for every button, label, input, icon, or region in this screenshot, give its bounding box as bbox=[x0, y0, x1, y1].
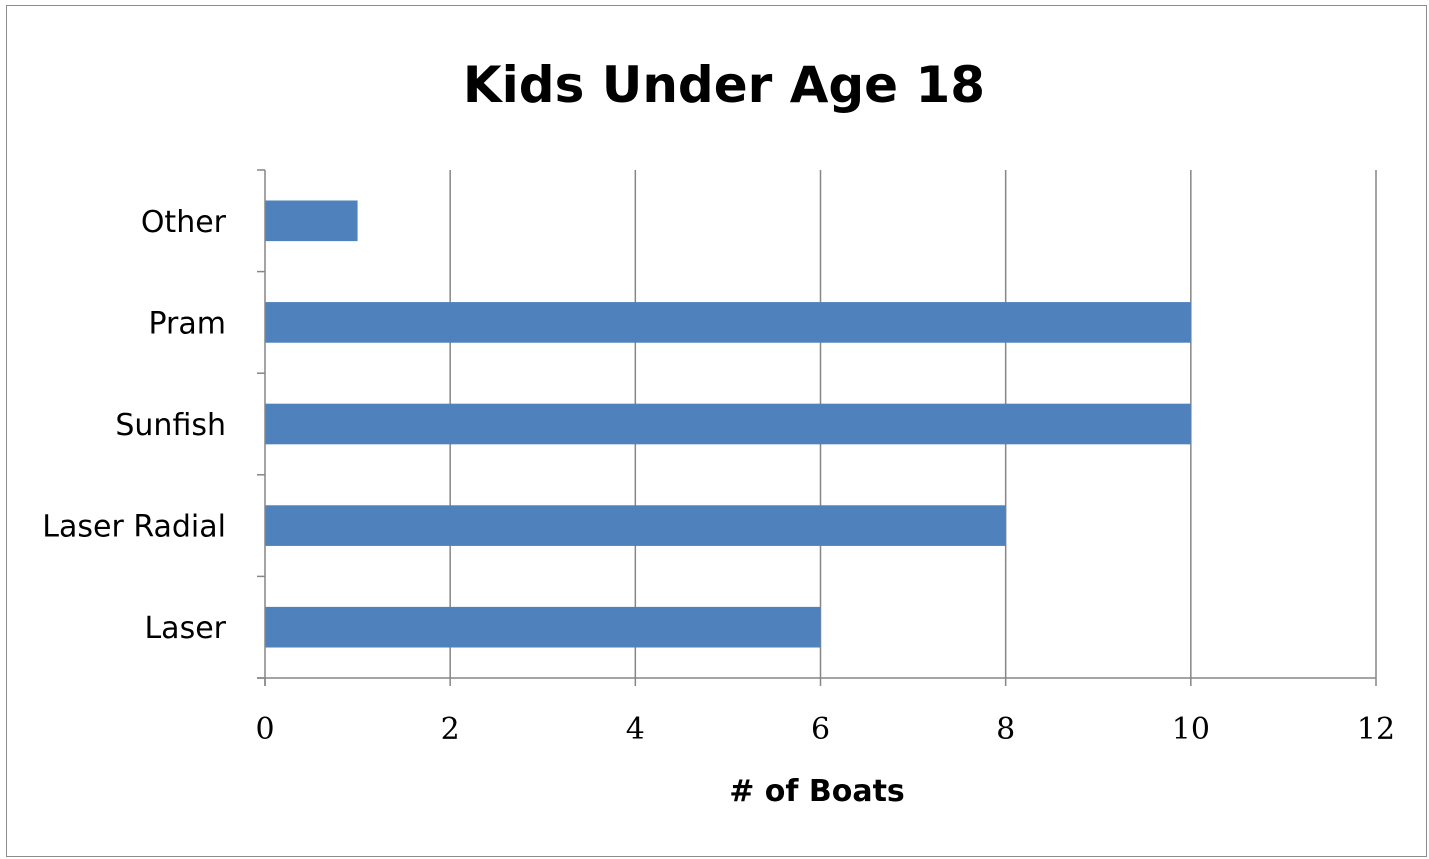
category-label: Laser Radial bbox=[42, 510, 226, 545]
gridlines bbox=[449, 170, 1377, 678]
x-tick-label: 2 bbox=[441, 712, 460, 747]
bars bbox=[265, 200, 1191, 648]
x-tick-label: 4 bbox=[626, 712, 645, 747]
axes bbox=[257, 169, 1377, 686]
category-label: Pram bbox=[148, 306, 226, 341]
bar-laser-radial bbox=[265, 505, 1006, 546]
bar-sunfish bbox=[265, 403, 1191, 445]
x-tick-label: 12 bbox=[1357, 712, 1395, 747]
bar-other bbox=[265, 200, 358, 242]
x-tick-label: 8 bbox=[996, 712, 1015, 747]
x-axis-title: # of Boats bbox=[729, 774, 905, 809]
x-tick-label: 6 bbox=[811, 712, 830, 747]
x-tick-label: 0 bbox=[255, 712, 274, 747]
axis-labels: Laser Laser Radial Sunfish Pram Other 0 2 4 6 8 10… bbox=[42, 205, 1395, 747]
x-tick-label: 10 bbox=[1172, 712, 1210, 747]
bar-pram bbox=[265, 302, 1191, 343]
bar-laser bbox=[265, 606, 821, 648]
category-label: Sunfish bbox=[115, 408, 226, 443]
category-label: Laser bbox=[144, 611, 226, 646]
chart-title: Kids Under Age 18 bbox=[463, 56, 985, 114]
category-label: Other bbox=[141, 205, 227, 240]
